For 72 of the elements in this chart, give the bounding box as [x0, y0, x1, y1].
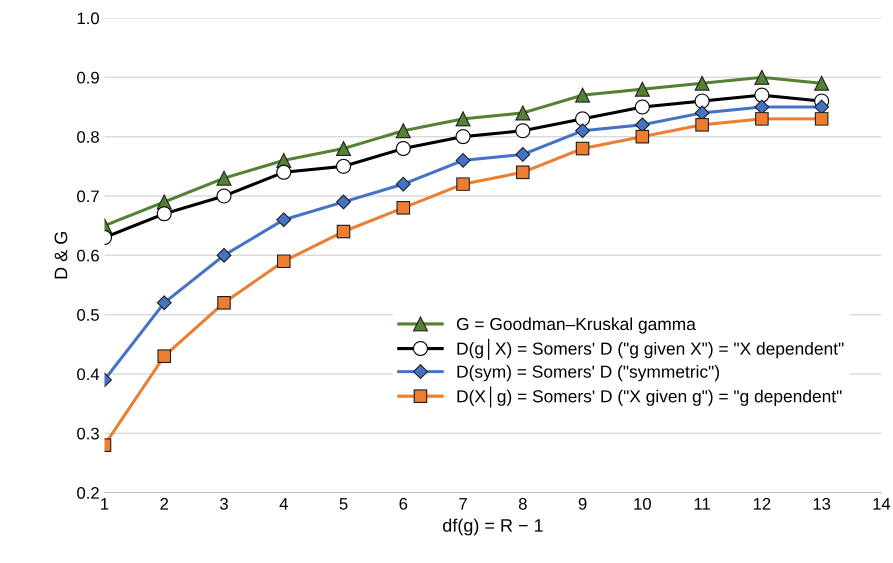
x-tick-label: 14 [873, 498, 890, 510]
x-tick-label: 4 [280, 498, 288, 510]
point [216, 248, 232, 263]
point [636, 130, 650, 144]
point [695, 118, 709, 132]
x-axis-title: df(g) = R − 1 [443, 518, 543, 536]
y-tick-label: 0.8 [77, 131, 99, 143]
point [456, 177, 470, 191]
point [456, 111, 471, 126]
x-tick-label: 12 [754, 498, 770, 510]
y-tick-label: 0.4 [77, 368, 100, 380]
point [634, 82, 650, 97]
legend-label: D(sym) = Somers' D ("symmetric") [457, 365, 719, 382]
x-tick-label: 9 [578, 498, 586, 510]
y-tick-label: 0.9 [77, 72, 99, 84]
legend-label: D(X│g) = Somers' D ("X given g") = "g dependent" [457, 386, 842, 408]
point [157, 349, 172, 363]
y-tick-label: 0.7 [77, 190, 99, 202]
point [217, 296, 231, 310]
point [156, 295, 172, 310]
point [754, 100, 770, 114]
x-tick-label: 6 [400, 498, 408, 510]
legend-label: G = Goodman–Kruskal gamma [456, 317, 696, 334]
point [396, 141, 411, 156]
x-tick-label: 5 [340, 498, 348, 510]
point [754, 88, 770, 103]
point [814, 100, 830, 114]
point [515, 147, 530, 162]
point [515, 123, 530, 138]
point [156, 206, 172, 222]
point [814, 112, 828, 126]
point [216, 188, 232, 204]
x-tick-label: 1 [101, 498, 108, 510]
x-tick-label: 8 [518, 498, 527, 510]
point [276, 212, 292, 228]
point [516, 165, 530, 180]
x-tick-label: 13 [814, 498, 830, 510]
y-tick-label: 0.5 [77, 309, 99, 321]
point [396, 176, 411, 192]
y-tick-label: 0.6 [77, 250, 99, 262]
point [336, 224, 350, 238]
point [515, 105, 530, 120]
point [576, 142, 590, 156]
point [575, 88, 590, 103]
point [276, 254, 291, 268]
x-tick-label: 3 [220, 498, 228, 510]
point [276, 164, 292, 180]
point [396, 201, 410, 215]
point [216, 170, 232, 186]
point [694, 94, 710, 109]
y-axis-title: D & G [54, 232, 68, 278]
point [755, 112, 769, 126]
point [336, 141, 352, 156]
x-tick-label: 2 [160, 498, 168, 510]
y-tick-label: 1.0 [78, 12, 99, 24]
x-tick-label: 7 [459, 498, 467, 510]
point [575, 123, 590, 138]
y-tick-label: 0.2 [77, 487, 99, 499]
point [456, 152, 470, 168]
point [575, 111, 590, 126]
point [634, 100, 650, 115]
point [814, 76, 830, 91]
point [336, 158, 352, 174]
point [694, 76, 710, 91]
x-tick-label: 11 [694, 498, 710, 510]
point [456, 129, 471, 144]
legend-label: D(g│X) = Somers' D ("g given X") = "X dependent" [457, 338, 844, 360]
point [336, 194, 351, 210]
y-tick-label: 0.3 [77, 428, 99, 440]
point [754, 70, 770, 85]
x-tick-label: 10 [634, 498, 651, 510]
point [396, 123, 411, 138]
